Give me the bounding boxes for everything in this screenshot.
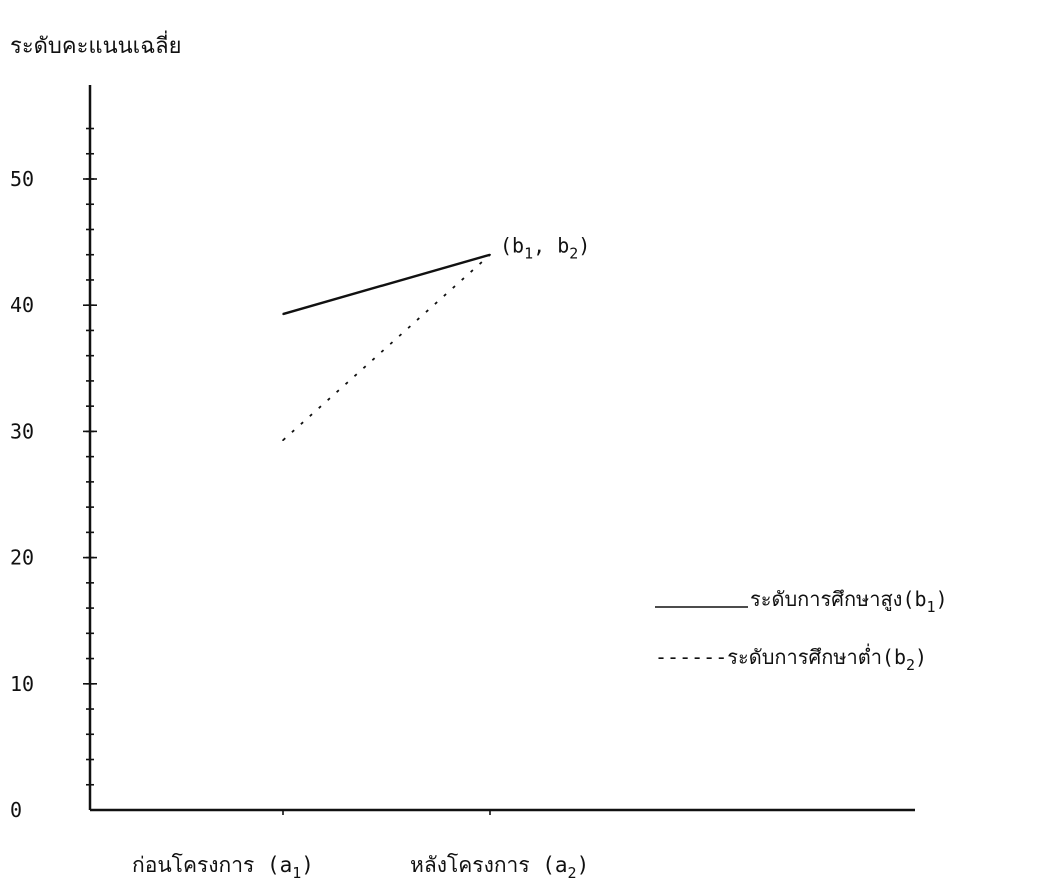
y-axis-title: ระดับคะแนนเฉลี่ย	[10, 30, 182, 59]
x-category-labels: ก่อนโครงการ (a1) หลังโครงการ (a2)	[132, 853, 589, 882]
y-tick-label: 20	[10, 546, 34, 570]
point-annotation: (b1, b2)	[500, 234, 590, 263]
y-tick-label: 40	[10, 293, 34, 317]
x-category-label-2: หลังโครงการ (a2)	[410, 853, 589, 882]
legend-item-1: ระดับการศึกษาสูง(b1)	[750, 587, 948, 616]
series-1-point	[282, 313, 284, 315]
y-tick-label: 50	[10, 167, 34, 191]
y-tick-label: 30	[10, 419, 34, 443]
y-ticks: 0 10 20 30 40 50	[10, 127, 97, 822]
series-2-point	[489, 253, 491, 256]
series-line-1	[282, 253, 491, 316]
x-category-label-1: ก่อนโครงการ (a1)	[132, 853, 314, 882]
legend: ระดับการศึกษาสูง(b1) ------ระดับการศึกษาต…	[655, 587, 948, 674]
y-tick-label: 0	[10, 798, 22, 822]
annotation-label: (b1, b2)	[500, 234, 590, 263]
legend-item-2: ------ระดับการศึกษาต่ำ(b2)	[655, 643, 927, 674]
series-lines	[282, 253, 491, 442]
series-line-2	[282, 254, 491, 441]
x-ticks	[282, 810, 491, 815]
series-2-point	[282, 439, 284, 442]
y-tick-label: 10	[10, 672, 34, 696]
